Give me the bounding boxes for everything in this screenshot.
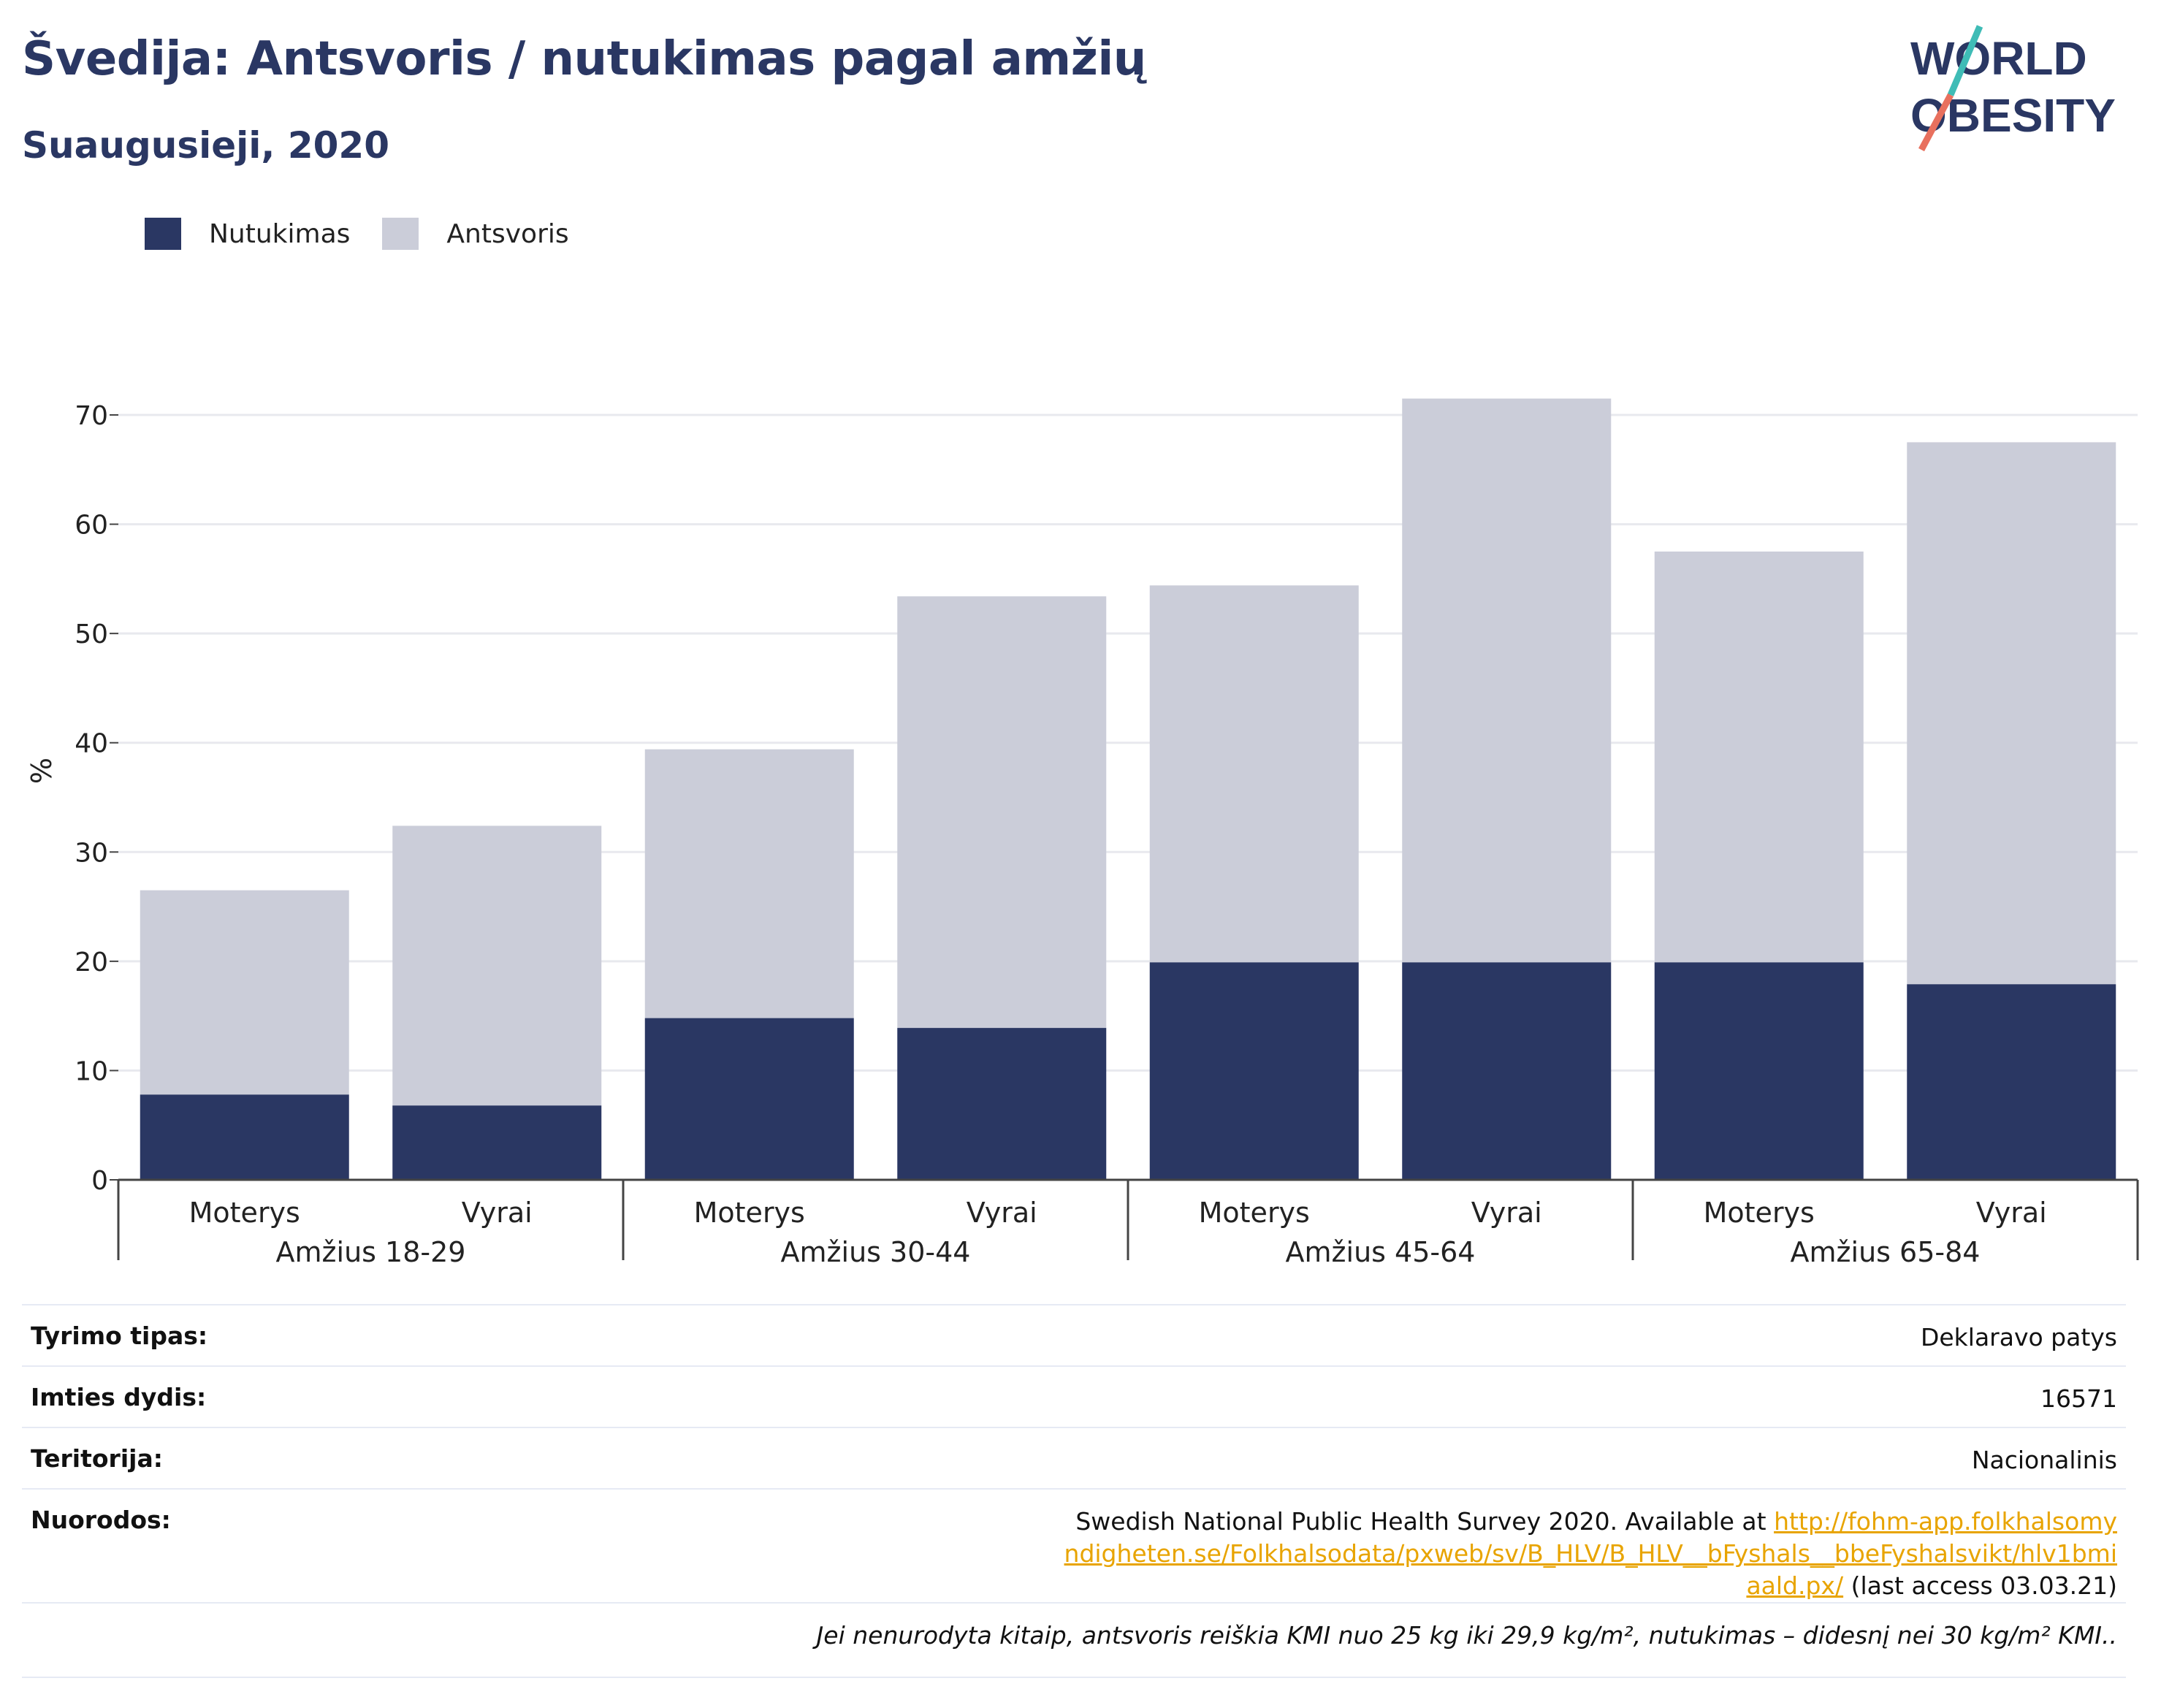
bar-overweight [1402,398,1612,963]
bar-obesity [1654,962,1864,1180]
chart-title: Švedija: Antsvoris / nutukimas pagal amž… [22,32,1146,86]
bar-obesity [897,1028,1107,1180]
bar-obesity [140,1094,349,1180]
bar-overweight [140,890,349,1095]
info-value: Deklaravo patys [405,1304,2126,1366]
legend-item-overweight[interactable]: Antsvoris [382,218,569,250]
x-tick-label: Moterys [694,1197,805,1229]
y-tick-label: 60 [75,511,108,541]
x-tick-label: Moterys [1199,1197,1310,1229]
bar-obesity [392,1105,602,1180]
bar-obesity [1907,984,2116,1180]
y-tick-label: 40 [75,729,108,759]
bar-overweight [1654,551,1864,963]
world-obesity-logo: WORLD OBESITY [1910,25,2116,152]
chart-legend: Nutukimas Antsvoris [145,218,601,250]
chart-subtitle: Suaugusieji, 2020 [22,124,389,167]
x-tick-label: Vyrai [1976,1197,2047,1229]
x-tick-label: Moterys [1704,1197,1815,1229]
bar-obesity [1149,962,1359,1180]
info-label: Nuorodos: [22,1488,405,1603]
stacked-bar-chart: 0 10 20 30 40 50 60 70% Moterys Vyrai Moterys Vyrai… [26,398,2139,1268]
y-tick-label: 50 [75,619,108,649]
group-label: Amžius 45-64 [1286,1236,1476,1268]
bar-overweight [392,826,602,1106]
y-tick-label: 30 [75,838,108,868]
definition-note: Jei nenurodyta kitaip, antsvoris reiškia… [22,1602,2126,1678]
y-tick-label: 70 [75,401,108,431]
y-axis-label: % [26,758,58,784]
references-text: Swedish National Public Health Survey 20… [1075,1507,1775,1536]
x-tick-label: Vyrai [462,1197,533,1229]
x-tick-label: Vyrai [1471,1197,1542,1229]
y-tick-label: 20 [75,948,108,977]
legend-label-overweight: Antsvoris [446,218,569,249]
svg-text:WORLD: WORLD [1910,32,2087,85]
bar-obesity [644,1018,854,1180]
group-label: Amžius 30-44 [781,1236,971,1268]
references-link[interactable]: http://fohm-app.folkhalsomyndigheten.se/… [1064,1507,2117,1600]
legend-label-obesity: Nutukimas [209,218,351,249]
y-tick-label: 0 [91,1166,108,1196]
bar-overweight [1149,585,1359,963]
legend-swatch-obesity [145,218,181,250]
bar-obesity [1402,962,1612,1180]
bar-overweight [1907,442,2116,985]
info-value: Nacionalinis [405,1427,2126,1489]
svg-text:OBESITY: OBESITY [1910,89,2116,142]
legend-item-obesity[interactable]: Nutukimas [145,218,350,250]
references-access: (last access 03.03.21) [1843,1571,2117,1600]
info-row-survey-type: Tyrimo tipas: Deklaravo patys [22,1304,2126,1366]
info-label: Teritorija: [22,1427,405,1489]
info-row-sample-size: Imties dydis: 16571 [22,1365,2126,1427]
bar-overweight [644,749,854,1018]
x-tick-label: Vyrai [967,1197,1037,1229]
x-tick-label: Moterys [189,1197,300,1229]
info-label: Tyrimo tipas: [22,1304,405,1366]
y-tick-label: 10 [75,1056,108,1086]
legend-swatch-overweight [382,218,419,250]
survey-info-table: Tyrimo tipas: Deklaravo patys Imties dyd… [22,1304,2126,1678]
bar-overweight [897,596,1107,1029]
group-label: Amžius 18-29 [276,1236,466,1268]
info-row-note: Jei nenurodyta kitaip, antsvoris reiškia… [22,1602,2126,1678]
group-label: Amžius 65-84 [1791,1236,1981,1268]
info-row-references: Nuorodos: Swedish National Public Health… [22,1488,2126,1603]
info-value: 16571 [405,1365,2126,1427]
references-value: Swedish National Public Health Survey 20… [405,1488,2126,1603]
info-label: Imties dydis: [22,1365,405,1427]
info-row-territory: Teritorija: Nacionalinis [22,1427,2126,1489]
